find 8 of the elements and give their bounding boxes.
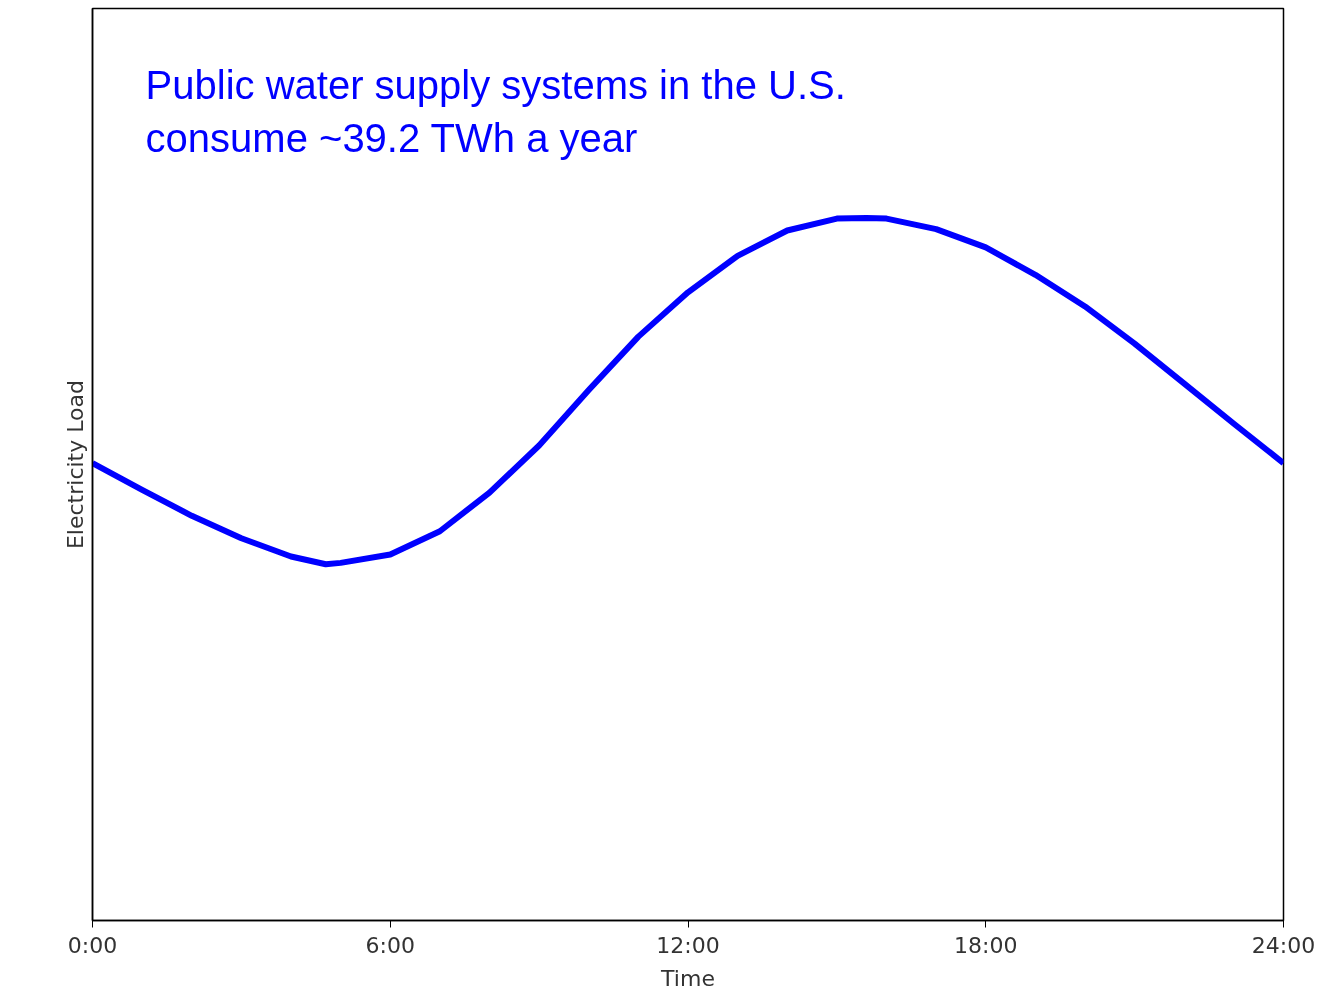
x-tick-label: 12:00 — [656, 932, 720, 958]
y-axis-title: Electricity Load — [62, 379, 88, 550]
x-tick-label: 0:00 — [67, 932, 118, 958]
x-axis-title: Time — [660, 965, 715, 991]
text: Public water supply systems in the U.S. consume ~39.2 TWh a year — [145, 63, 846, 161]
x-tick-label: 18:00 — [954, 932, 1018, 958]
x-tick-label: 24:00 — [1251, 932, 1316, 958]
x-tick-label: 6:00 — [365, 932, 415, 958]
